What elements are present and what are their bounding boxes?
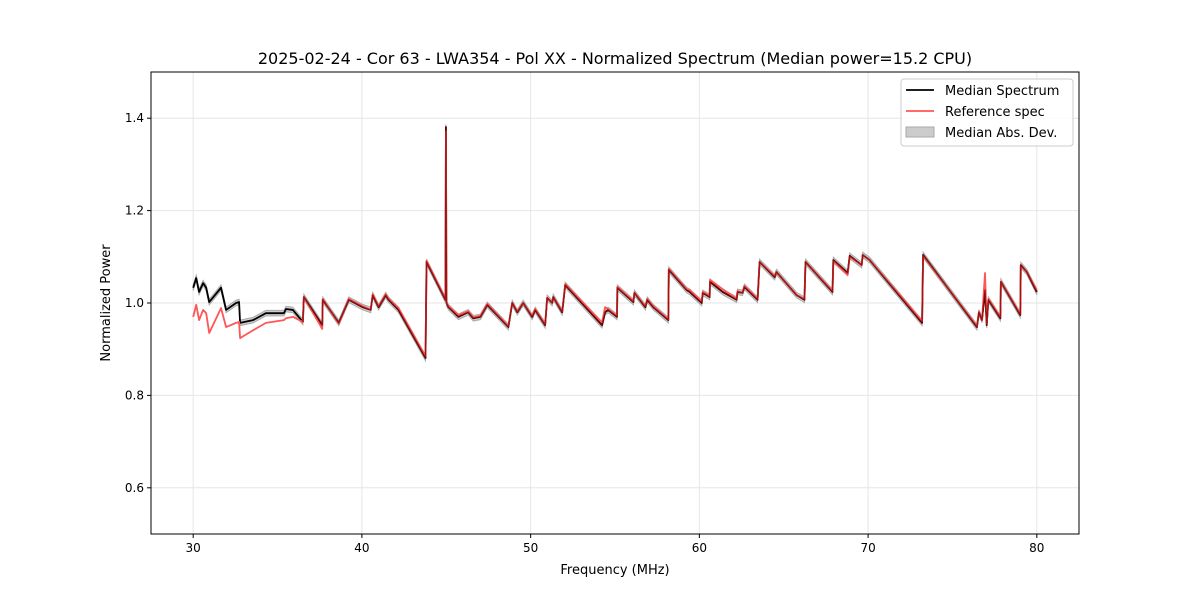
x-tick-label: 40 xyxy=(354,541,369,555)
y-tick-label: 1.0 xyxy=(125,296,144,310)
y-tick-label: 0.6 xyxy=(125,481,144,495)
legend-median-label: Median Spectrum xyxy=(945,84,1059,99)
x-tick-label: 60 xyxy=(692,541,707,555)
ticks: 30 40 50 60 70 80 0.6 0.8 1.0 1.2 1.4 xyxy=(125,111,1045,555)
plot-area xyxy=(192,124,1038,363)
x-tick-label: 50 xyxy=(523,541,538,555)
legend-mad-swatch xyxy=(905,126,935,138)
x-tick-label: 80 xyxy=(1029,541,1044,555)
x-tick-label: 70 xyxy=(860,541,875,555)
y-tick-label: 1.4 xyxy=(125,111,144,125)
overlap-line xyxy=(302,126,1038,359)
chart-title: 2025-02-24 - Cor 63 - LWA354 - Pol XX - … xyxy=(258,49,972,68)
legend: Median Spectrum Reference spec Median Ab… xyxy=(900,78,1074,147)
y-axis-label: Normalized Power xyxy=(99,244,114,362)
x-tick-label: 30 xyxy=(186,541,201,555)
legend-mad-label: Median Abs. Dev. xyxy=(945,126,1057,141)
y-tick-label: 1.2 xyxy=(125,204,144,218)
legend-box xyxy=(900,78,1074,147)
legend-reference-label: Reference spec xyxy=(945,105,1045,120)
x-axis-label: Frequency (MHz) xyxy=(560,563,669,578)
y-tick-label: 0.8 xyxy=(125,388,144,402)
